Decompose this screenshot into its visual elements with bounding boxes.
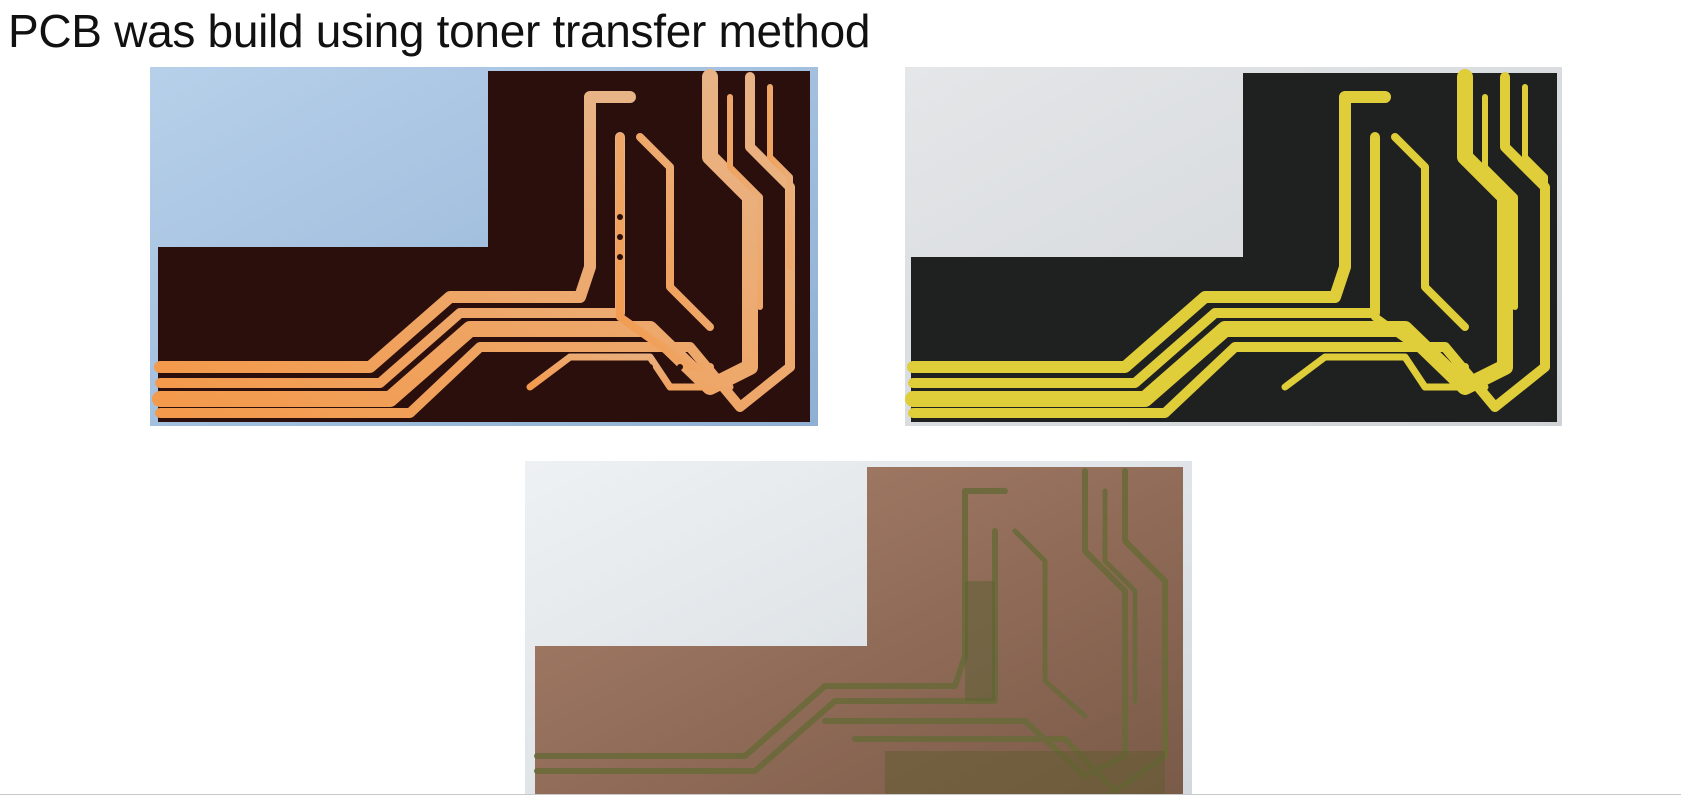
slide-title: PCB was build using toner transfer metho… [8,5,871,57]
pcb-etched-with-toner-photo [905,67,1562,426]
pcb-cleaned-copper-photo [525,461,1192,795]
pcb-toner-on-copper-photo [150,67,818,426]
